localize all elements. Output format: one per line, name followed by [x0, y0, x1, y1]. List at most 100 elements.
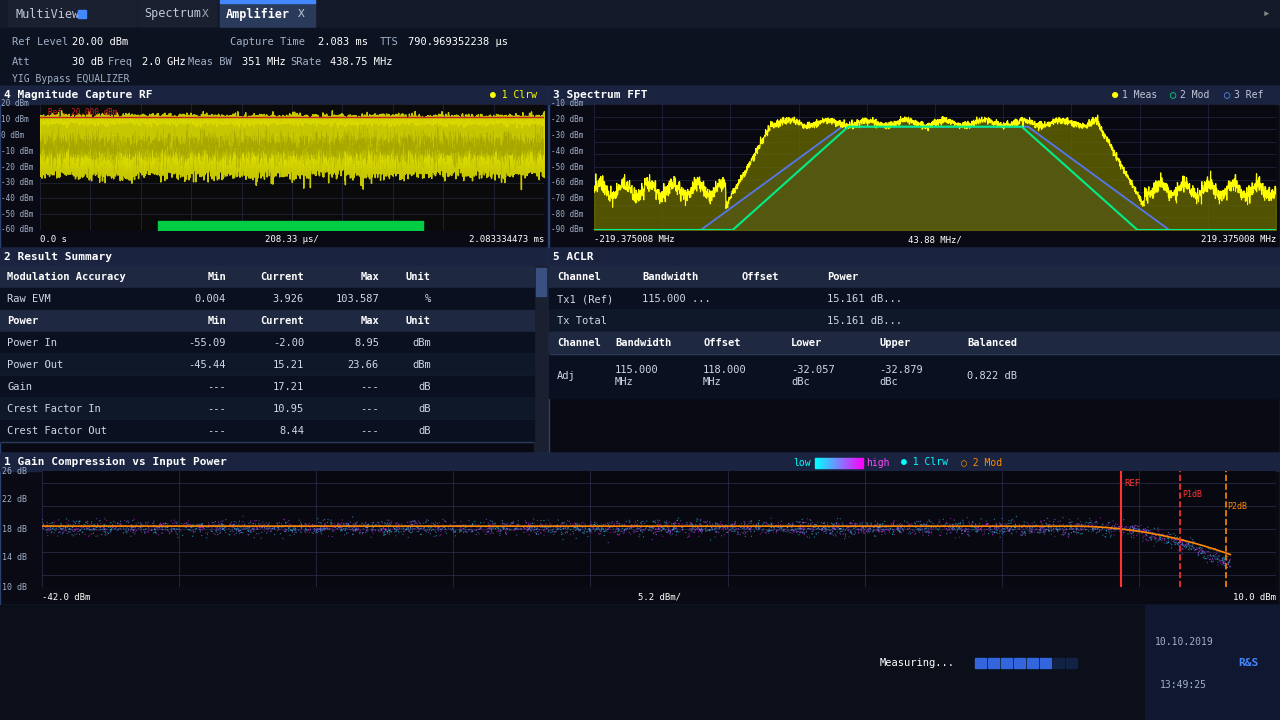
- Point: [1220, 555, 1240, 567]
- Bar: [138, 0, 216, 26]
- Point: [99, 528, 119, 539]
- Point: [1066, 522, 1087, 534]
- Point: [385, 530, 406, 541]
- Point: [1012, 521, 1033, 533]
- Point: [691, 520, 712, 531]
- Text: Adj: Adj: [557, 371, 576, 381]
- Point: [338, 520, 358, 531]
- Point: [1101, 523, 1121, 535]
- Point: [195, 523, 215, 534]
- Point: [961, 524, 982, 536]
- Point: [728, 523, 749, 534]
- Point: [823, 523, 844, 534]
- Point: [434, 515, 454, 526]
- Point: [1120, 526, 1140, 537]
- Point: [74, 528, 95, 540]
- Point: [282, 526, 302, 537]
- Point: [268, 522, 288, 534]
- Point: [357, 525, 378, 536]
- Point: [1024, 526, 1044, 538]
- Point: [1029, 523, 1050, 535]
- Point: [817, 524, 837, 536]
- Point: [375, 528, 396, 540]
- Point: [152, 524, 173, 536]
- Point: [229, 518, 250, 530]
- Point: [847, 524, 868, 536]
- Point: [550, 522, 571, 534]
- Point: [974, 528, 995, 539]
- Point: [233, 516, 253, 527]
- Point: [869, 525, 890, 536]
- Point: [343, 519, 364, 531]
- Point: [785, 521, 805, 532]
- Point: [948, 522, 969, 534]
- Text: Measuring...: Measuring...: [881, 658, 955, 668]
- Point: [954, 519, 974, 531]
- Point: [1170, 534, 1190, 545]
- Point: [824, 528, 845, 540]
- Point: [241, 516, 261, 527]
- Point: [822, 518, 842, 530]
- Point: [326, 523, 347, 534]
- Point: [655, 517, 676, 528]
- Point: [652, 525, 672, 536]
- Point: [696, 520, 717, 531]
- Point: [955, 523, 975, 534]
- Point: [838, 526, 859, 537]
- Point: [116, 516, 137, 527]
- Point: [538, 522, 558, 534]
- Point: [1140, 531, 1161, 543]
- Point: [401, 522, 421, 534]
- Point: [485, 523, 506, 534]
- Point: [652, 521, 672, 533]
- Point: [909, 524, 929, 536]
- Point: [188, 521, 209, 533]
- Point: [1015, 530, 1036, 541]
- Point: [32, 514, 52, 526]
- Point: [568, 524, 589, 536]
- Point: [1189, 549, 1210, 560]
- Point: [143, 520, 164, 531]
- Point: [74, 523, 95, 534]
- Point: [671, 515, 691, 526]
- Point: [397, 521, 417, 533]
- Point: [1116, 521, 1137, 532]
- Point: [520, 520, 540, 531]
- Point: [58, 528, 78, 539]
- Point: [335, 524, 356, 536]
- Point: [657, 518, 677, 529]
- Point: [888, 523, 909, 535]
- Point: [756, 516, 777, 528]
- Point: [1078, 520, 1098, 531]
- Point: [777, 522, 797, 534]
- Point: [1021, 522, 1042, 534]
- Point: [243, 521, 264, 533]
- Point: [736, 526, 756, 538]
- Point: [530, 526, 550, 538]
- Text: 1 Meas: 1 Meas: [1123, 90, 1157, 100]
- Point: [804, 521, 824, 533]
- Point: [536, 523, 557, 534]
- Point: [1012, 520, 1033, 531]
- Point: [503, 520, 524, 531]
- Point: [198, 519, 219, 531]
- Point: [90, 521, 110, 533]
- Point: [1038, 519, 1059, 531]
- Point: [776, 523, 796, 535]
- Point: [713, 520, 733, 531]
- Point: [252, 526, 273, 538]
- Point: [210, 523, 230, 534]
- Point: [56, 513, 77, 525]
- Point: [769, 523, 790, 535]
- Point: [424, 519, 444, 531]
- Point: [1044, 531, 1065, 542]
- Point: [180, 521, 201, 532]
- Text: 23.66: 23.66: [348, 360, 379, 370]
- Point: [612, 521, 632, 532]
- Point: [445, 521, 466, 532]
- Point: [908, 525, 928, 536]
- Point: [37, 530, 58, 541]
- Point: [1114, 527, 1134, 539]
- Point: [993, 520, 1014, 531]
- Point: [163, 523, 183, 534]
